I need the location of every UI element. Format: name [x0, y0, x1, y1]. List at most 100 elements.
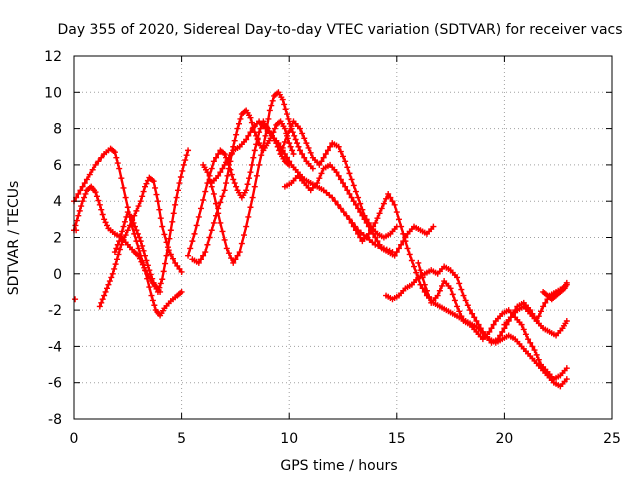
data-point — [346, 170, 353, 177]
data-point — [162, 260, 169, 267]
data-point — [228, 255, 235, 262]
data-point — [153, 285, 160, 292]
data-point — [114, 160, 121, 167]
data-point — [210, 158, 217, 165]
data-point — [144, 262, 151, 269]
data-point — [113, 154, 120, 161]
data-point — [176, 265, 183, 272]
data-point — [169, 255, 176, 262]
data-point — [389, 198, 396, 205]
data-point — [99, 296, 106, 303]
data-point — [217, 219, 224, 226]
data-point — [129, 216, 136, 223]
y-tick-label: -2 — [48, 303, 62, 319]
data-point — [77, 187, 84, 194]
data-point — [291, 132, 298, 139]
data-point — [114, 241, 121, 248]
data-point — [402, 238, 409, 245]
data-point — [258, 152, 265, 159]
data-point — [210, 190, 217, 197]
data-point — [142, 252, 149, 259]
series-arc-5 — [185, 118, 297, 259]
data-point — [454, 274, 461, 281]
data-point — [233, 131, 240, 138]
data-point — [78, 203, 85, 210]
data-point — [458, 313, 465, 320]
data-point — [289, 147, 296, 154]
data-point — [286, 128, 293, 135]
x-tick-label: 10 — [280, 431, 298, 447]
data-point — [202, 188, 209, 195]
data-point — [404, 245, 411, 252]
data-point — [497, 332, 504, 339]
data-point — [285, 115, 292, 122]
data-point — [189, 238, 196, 245]
data-point — [99, 211, 106, 218]
data-point — [197, 205, 204, 212]
data-point — [447, 285, 454, 292]
data-point — [522, 331, 529, 338]
data-point — [213, 200, 220, 207]
data-point — [346, 216, 353, 223]
data-point — [221, 187, 228, 194]
data-point — [146, 284, 153, 291]
data-point — [342, 158, 349, 165]
data-point — [224, 172, 231, 179]
data-point — [167, 251, 174, 258]
data-point — [217, 169, 224, 176]
data-point — [161, 231, 168, 238]
data-point — [124, 227, 131, 234]
data-point — [529, 343, 536, 350]
data-point — [316, 175, 323, 182]
data-point — [187, 245, 194, 252]
data-point — [284, 111, 291, 118]
data-point — [230, 259, 237, 266]
data-point — [89, 166, 96, 173]
data-point — [253, 172, 260, 179]
data-point — [398, 223, 405, 230]
data-point — [98, 206, 105, 213]
data-point — [213, 154, 220, 161]
data-point — [320, 154, 327, 161]
data-point — [172, 259, 179, 266]
data-point — [417, 267, 424, 274]
data-point — [150, 279, 157, 286]
data-point — [156, 206, 163, 213]
data-point — [83, 176, 90, 183]
data-point — [208, 227, 215, 234]
data-point — [122, 232, 129, 239]
data-point — [290, 151, 297, 158]
data-point — [340, 153, 346, 160]
data-point — [301, 135, 308, 142]
data-point — [177, 174, 184, 180]
data-point — [372, 219, 379, 226]
data-point — [251, 147, 258, 154]
series-arc-15 — [501, 281, 570, 328]
data-point — [236, 249, 243, 256]
data-point — [246, 175, 253, 182]
data-point — [527, 339, 534, 346]
data-point — [540, 303, 547, 310]
data-point — [296, 147, 303, 154]
data-point — [490, 321, 497, 328]
x-tick-label: 5 — [177, 431, 186, 447]
series-trace — [283, 163, 435, 257]
series-arc-4 — [111, 147, 192, 295]
data-point — [376, 241, 383, 248]
data-point — [108, 274, 115, 281]
data-point — [395, 245, 402, 252]
data-point — [238, 240, 245, 247]
data-point — [527, 307, 534, 314]
data-point — [253, 132, 260, 139]
data-point — [563, 279, 570, 286]
data-point — [289, 129, 296, 136]
data-point — [342, 183, 349, 190]
data-point — [154, 198, 161, 205]
data-point — [279, 96, 286, 103]
data-point — [175, 187, 182, 194]
data-point — [525, 336, 532, 343]
data-point — [72, 222, 79, 229]
data-point — [284, 154, 291, 161]
data-point — [269, 97, 276, 104]
